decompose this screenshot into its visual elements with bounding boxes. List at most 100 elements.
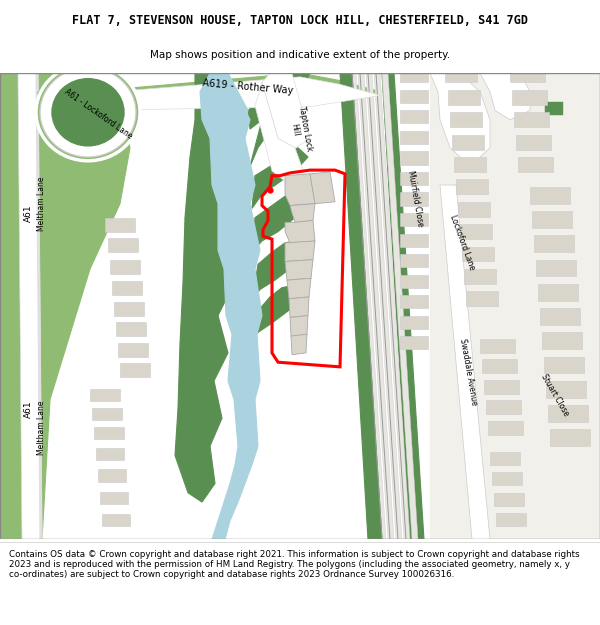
Polygon shape: [183, 217, 232, 316]
Polygon shape: [540, 308, 580, 325]
Polygon shape: [252, 148, 308, 208]
Polygon shape: [488, 421, 523, 435]
Polygon shape: [310, 172, 335, 204]
Polygon shape: [248, 73, 310, 129]
Polygon shape: [466, 291, 498, 306]
Polygon shape: [210, 73, 248, 148]
Polygon shape: [430, 73, 600, 539]
Polygon shape: [290, 316, 308, 336]
Polygon shape: [100, 492, 128, 504]
Polygon shape: [532, 211, 572, 228]
Polygon shape: [445, 68, 477, 82]
Text: Stuart Close: Stuart Close: [539, 372, 571, 418]
Polygon shape: [448, 90, 480, 105]
Text: Swaddale Avenue: Swaddale Avenue: [458, 338, 478, 406]
Polygon shape: [105, 217, 135, 232]
Polygon shape: [110, 259, 140, 274]
Polygon shape: [550, 429, 590, 446]
Polygon shape: [90, 389, 120, 401]
Polygon shape: [450, 112, 482, 128]
Text: A619 - Rother Way: A619 - Rother Way: [202, 78, 294, 96]
Polygon shape: [180, 283, 228, 381]
Polygon shape: [538, 284, 578, 301]
Polygon shape: [400, 336, 428, 349]
Circle shape: [36, 64, 140, 161]
Polygon shape: [118, 342, 148, 357]
Circle shape: [52, 79, 124, 146]
Polygon shape: [94, 426, 124, 439]
Polygon shape: [544, 357, 584, 373]
Polygon shape: [285, 221, 315, 243]
Polygon shape: [195, 73, 240, 138]
Polygon shape: [96, 448, 124, 460]
Polygon shape: [291, 334, 307, 355]
Polygon shape: [287, 278, 311, 299]
Text: Muirfield Close: Muirfield Close: [406, 170, 424, 227]
Polygon shape: [462, 247, 494, 261]
Polygon shape: [480, 73, 530, 120]
Polygon shape: [494, 492, 524, 506]
Polygon shape: [400, 192, 428, 206]
Polygon shape: [486, 401, 521, 414]
Polygon shape: [460, 224, 492, 239]
Polygon shape: [200, 73, 262, 539]
Polygon shape: [18, 73, 42, 539]
Polygon shape: [400, 213, 428, 226]
Polygon shape: [382, 73, 418, 539]
Text: A61 - Lockoford Lane: A61 - Lockoford Lane: [62, 88, 134, 141]
Polygon shape: [382, 73, 424, 539]
Polygon shape: [400, 151, 428, 164]
Polygon shape: [452, 134, 484, 149]
Polygon shape: [400, 254, 428, 267]
Polygon shape: [374, 73, 410, 539]
Polygon shape: [400, 111, 428, 124]
Polygon shape: [400, 295, 428, 308]
Polygon shape: [546, 381, 586, 398]
Text: Meltham Lane: Meltham Lane: [37, 176, 47, 231]
Text: Meltham Lane: Meltham Lane: [37, 400, 47, 455]
Polygon shape: [116, 322, 146, 336]
Polygon shape: [98, 469, 126, 481]
Polygon shape: [252, 194, 308, 252]
Polygon shape: [112, 281, 142, 295]
Polygon shape: [484, 380, 519, 394]
Polygon shape: [530, 187, 570, 204]
Polygon shape: [542, 332, 582, 349]
Polygon shape: [458, 202, 490, 217]
Polygon shape: [514, 112, 549, 128]
Polygon shape: [114, 302, 144, 316]
Text: Tapton Lock
Hill: Tapton Lock Hill: [287, 105, 313, 153]
Polygon shape: [285, 241, 315, 261]
Polygon shape: [358, 73, 394, 539]
Polygon shape: [510, 68, 545, 82]
Polygon shape: [340, 73, 382, 539]
Polygon shape: [0, 73, 22, 539]
Polygon shape: [482, 359, 517, 373]
Polygon shape: [38, 73, 120, 120]
Polygon shape: [178, 344, 222, 446]
Polygon shape: [190, 120, 238, 185]
Circle shape: [40, 68, 136, 157]
Polygon shape: [88, 77, 380, 111]
Polygon shape: [400, 274, 428, 288]
Polygon shape: [250, 286, 302, 346]
Polygon shape: [496, 513, 526, 526]
Polygon shape: [400, 234, 428, 247]
Polygon shape: [490, 452, 520, 465]
Polygon shape: [400, 131, 428, 144]
Polygon shape: [36, 73, 42, 539]
Text: A61: A61: [23, 204, 32, 222]
Polygon shape: [289, 297, 309, 318]
Polygon shape: [534, 236, 574, 252]
Polygon shape: [454, 157, 486, 172]
Text: A61: A61: [23, 400, 32, 418]
Polygon shape: [400, 172, 428, 185]
Polygon shape: [290, 204, 315, 222]
Text: Contains OS data © Crown copyright and database right 2021. This information is : Contains OS data © Crown copyright and d…: [9, 549, 580, 579]
Polygon shape: [88, 73, 380, 109]
Polygon shape: [366, 73, 402, 539]
Polygon shape: [255, 82, 305, 185]
Text: FLAT 7, STEVENSON HOUSE, TAPTON LOCK HILL, CHESTERFIELD, S41 7GD: FLAT 7, STEVENSON HOUSE, TAPTON LOCK HIL…: [72, 14, 528, 27]
Polygon shape: [440, 185, 490, 539]
Polygon shape: [102, 514, 130, 526]
